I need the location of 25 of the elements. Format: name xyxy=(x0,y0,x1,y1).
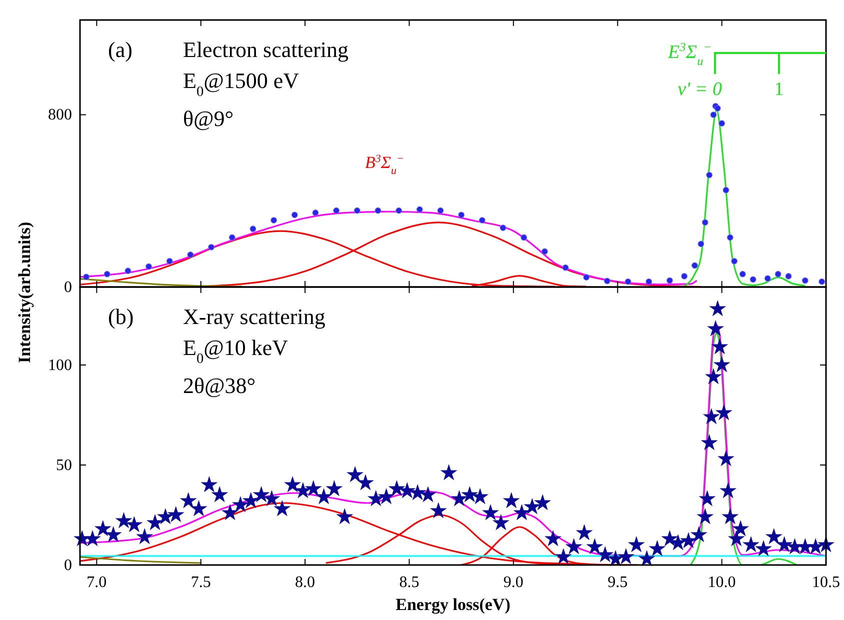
annotation: E$_{0}$@10 keV xyxy=(183,335,288,367)
annotation: (a) xyxy=(108,37,132,62)
x-tick-label: 9.5 xyxy=(608,574,628,591)
annotation: 1 xyxy=(774,79,784,100)
x-tick-label: 8.0 xyxy=(295,574,316,591)
x-tick-label: 7.5 xyxy=(190,574,211,591)
y-tick-label: 800 xyxy=(48,106,72,124)
annotation: v' = 0 xyxy=(678,79,722,100)
x-axis-title: Energy loss(eV) xyxy=(396,595,510,614)
x-tick-label: 10.0 xyxy=(708,574,736,591)
x-tick-label: 7.0 xyxy=(86,574,107,591)
x-tick-label: 9.0 xyxy=(503,574,524,591)
x-tick-label: 10.5 xyxy=(812,574,840,591)
annotation: (b) xyxy=(108,304,134,329)
y-tick-label: 50 xyxy=(56,457,72,474)
x-tick-label: 8.5 xyxy=(399,574,420,591)
annotation: E$_{0}$@1500 eV xyxy=(183,68,300,100)
y-axis-title: Intensity(arb.units) xyxy=(15,222,34,364)
annotation: 2θ@38° xyxy=(183,373,256,398)
y-tick-label: 0 xyxy=(64,557,72,574)
annotation: X-ray scattering xyxy=(183,304,326,329)
annotation: θ@9° xyxy=(183,106,234,131)
y-tick-label: 0 xyxy=(64,279,72,296)
annotation: Electron scattering xyxy=(183,37,349,62)
y-tick-label: 100 xyxy=(48,357,72,374)
